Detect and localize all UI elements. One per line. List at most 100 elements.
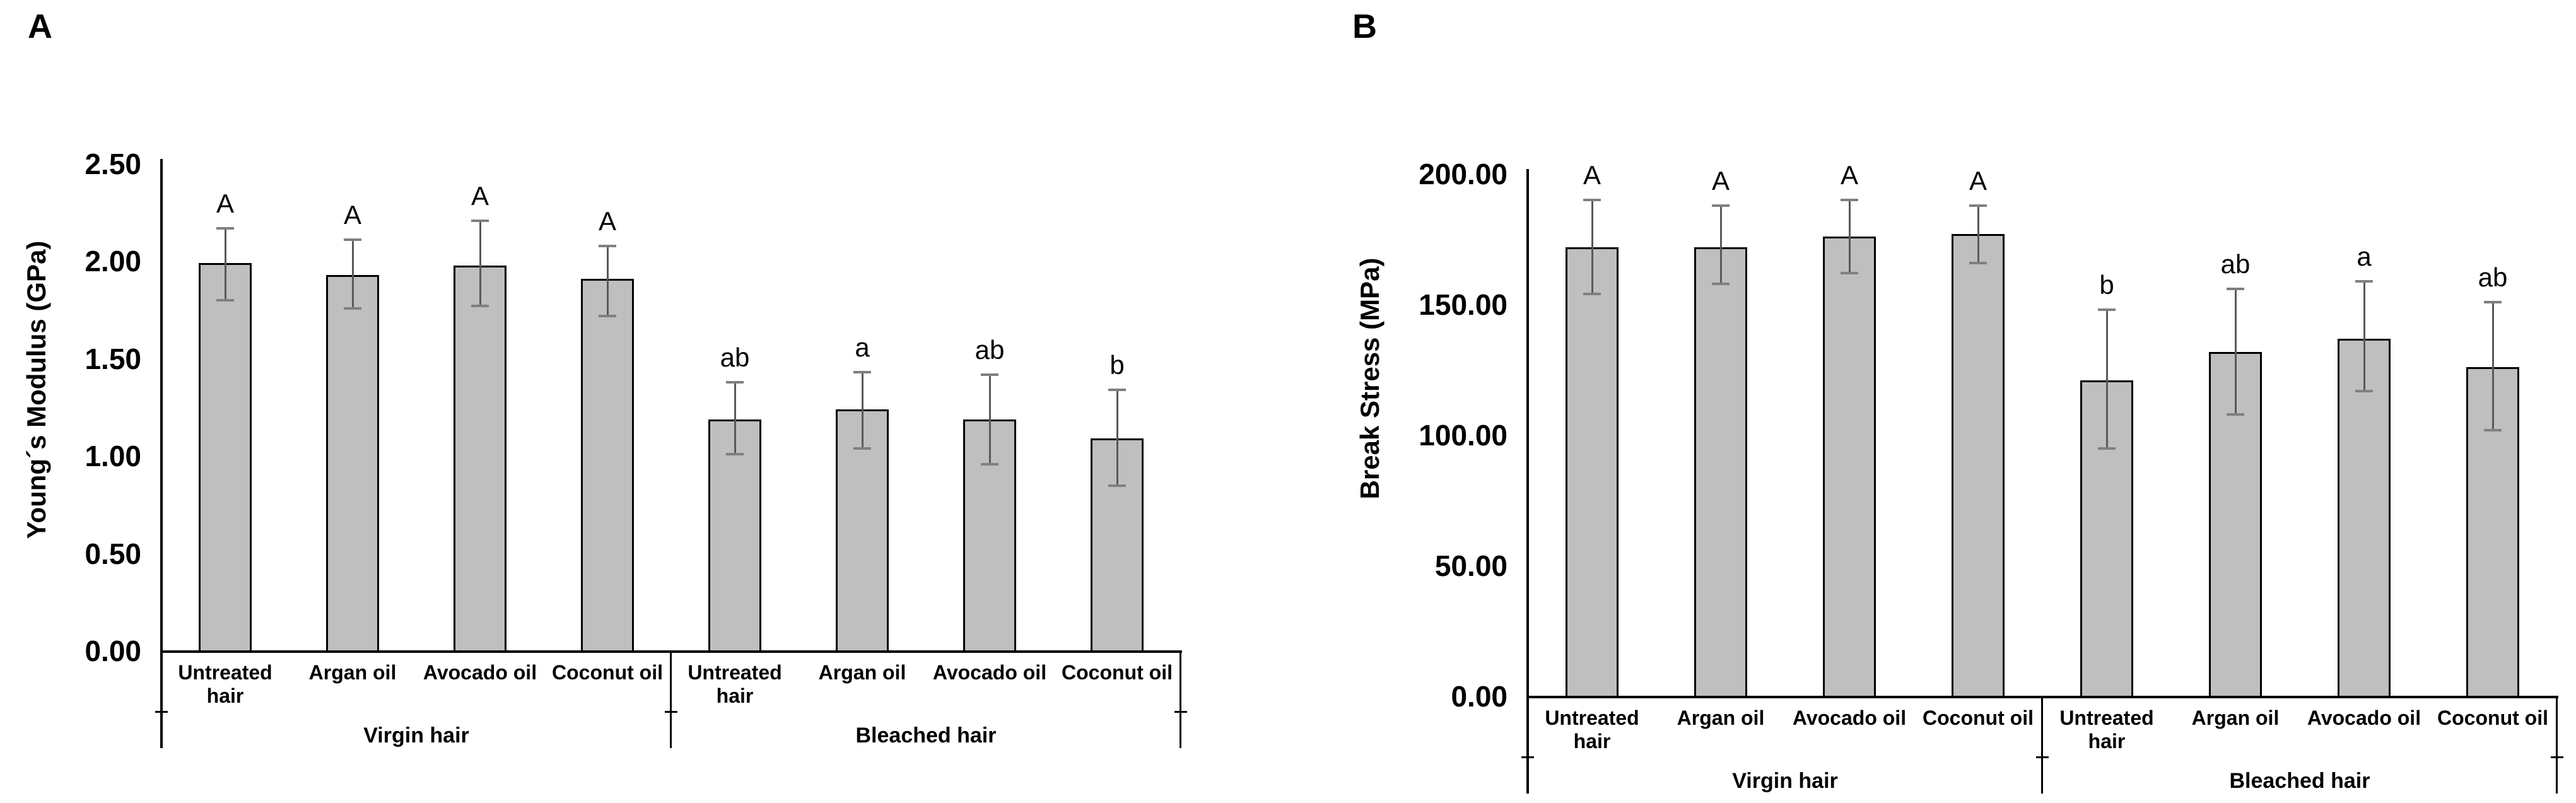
significance-letter: a	[2356, 241, 2372, 271]
error-bar-cap-bottom	[2484, 428, 2502, 431]
error-bar-cap-top	[1583, 199, 1601, 202]
error-bar-line	[1719, 205, 1722, 284]
significance-letter: ab	[2478, 262, 2508, 292]
significance-letter: A	[1969, 165, 1987, 196]
significance-letter: ab	[975, 334, 1005, 365]
category-label: Untreated hair	[688, 661, 782, 707]
bar	[1952, 234, 2005, 698]
row-boundary-notch	[665, 711, 677, 713]
y-tick-label: 0.50	[85, 537, 141, 570]
error-bar-line	[479, 220, 481, 307]
error-bar-cap-top	[1108, 389, 1126, 392]
error-bar-cap-top	[2098, 308, 2116, 312]
error-bar-cap-bottom	[853, 447, 871, 450]
panel-label: B	[1352, 8, 1377, 45]
y-tick-label: 200.00	[1419, 158, 1508, 190]
error-bar-cap-top	[1969, 204, 1987, 207]
error-bar-line	[2234, 289, 2237, 414]
error-bar-cap-top	[216, 226, 234, 230]
error-bar-cap-top	[599, 244, 616, 247]
error-bar-cap-top	[726, 380, 744, 384]
category-label: Coconut oil	[2437, 706, 2548, 729]
error-bar-cap-bottom	[1969, 261, 1987, 264]
error-bar-line	[861, 372, 864, 448]
significance-letter: b	[1109, 350, 1125, 380]
error-bar-line	[1116, 390, 1118, 486]
category-label: Avocado oil	[2307, 706, 2421, 729]
category-label: Avocado oil	[1792, 706, 1907, 729]
y-axis-line	[1526, 169, 1529, 794]
category-label: Coconut oil	[552, 661, 663, 684]
error-bar-line	[2363, 281, 2365, 391]
error-bar-cap-bottom	[981, 462, 998, 466]
category-label: Argan oil	[818, 661, 906, 684]
category-label: Untreated hair	[2059, 706, 2154, 753]
bar	[836, 409, 889, 652]
row-boundary-notch	[1174, 711, 1187, 713]
error-bar-cap-top	[344, 238, 361, 242]
group-divider-line	[670, 651, 672, 748]
y-tick-label: 0.00	[85, 635, 141, 667]
error-bar-cap-top	[1712, 204, 1730, 207]
error-bar-cap-top	[471, 219, 489, 222]
category-label: Argan oil	[1677, 706, 1765, 729]
significance-letter: A	[1583, 160, 1601, 190]
bar	[199, 263, 252, 652]
error-bar-line	[734, 382, 736, 455]
error-bar-line	[1591, 200, 1593, 295]
error-bar-cap-top	[2355, 279, 2373, 283]
y-tick-label: 2.50	[85, 148, 141, 180]
y-tick-label: 2.00	[85, 245, 141, 278]
error-bar-cap-top	[1841, 199, 1858, 202]
bar	[581, 279, 634, 652]
category-label: Coconut oil	[1062, 661, 1173, 684]
error-bar-cap-bottom	[1108, 484, 1126, 487]
error-bar-cap-bottom	[2227, 413, 2244, 416]
significance-letter: A	[343, 200, 361, 230]
error-bar-line	[224, 228, 226, 301]
error-bar-cap-bottom	[216, 299, 234, 302]
significance-letter: A	[1711, 165, 1730, 196]
bar	[2338, 338, 2391, 698]
significance-letter: ab	[2220, 249, 2251, 279]
error-bar-cap-bottom	[344, 307, 361, 310]
axis-right-edge-line	[2556, 696, 2558, 794]
error-bar-cap-bottom	[2355, 389, 2373, 392]
category-label: Argan oil	[308, 661, 397, 684]
y-tick-label: 1.00	[85, 440, 141, 473]
group-divider-line	[2041, 696, 2043, 794]
group-label: Virgin hair	[1732, 769, 1838, 793]
category-label: Coconut oil	[1923, 706, 2034, 729]
bar	[1694, 247, 1747, 698]
category-label: Untreated hair	[178, 661, 272, 707]
significance-letter: a	[855, 332, 870, 363]
row-boundary-notch	[155, 711, 168, 713]
y-tick-label: 50.00	[1434, 549, 1508, 582]
bar	[326, 275, 379, 652]
error-bar-cap-bottom	[1583, 293, 1601, 296]
error-bar-cap-bottom	[1712, 282, 1730, 285]
category-label: Avocado oil	[932, 661, 1047, 684]
group-label: Bleached hair	[2229, 769, 2370, 793]
error-bar-cap-top	[2227, 288, 2244, 291]
error-bar-cap-bottom	[2098, 447, 2116, 450]
y-tick-label: 1.50	[85, 342, 141, 375]
significance-letter: A	[598, 206, 616, 236]
group-label: Bleached hair	[855, 724, 997, 747]
row-boundary-notch	[2036, 756, 2049, 758]
error-bar-line	[2491, 302, 2494, 430]
significance-letter: A	[471, 180, 489, 211]
bar	[1566, 247, 1619, 698]
bar	[1823, 237, 1876, 698]
significance-letter: A	[1840, 160, 1858, 190]
error-bar-cap-bottom	[1841, 272, 1858, 275]
error-bar-cap-bottom	[726, 453, 744, 456]
axis-right-edge-line	[1180, 651, 1181, 748]
error-bar-line	[1977, 205, 1979, 263]
error-bar-cap-top	[2484, 300, 2502, 303]
row-boundary-notch	[2551, 756, 2563, 758]
error-bar-line	[988, 374, 991, 464]
